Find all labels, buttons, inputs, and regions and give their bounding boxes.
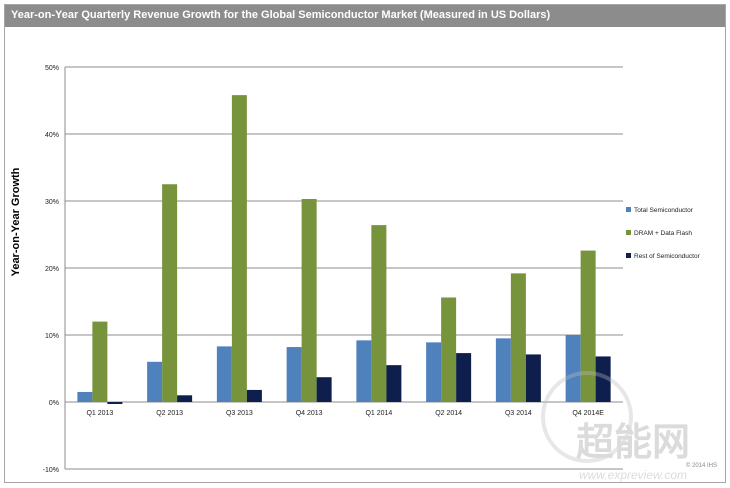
footnote: © 2014 IHS — [686, 462, 717, 469]
y-tick-label: 0% — [49, 400, 59, 407]
y-tick-label: 30% — [45, 199, 59, 206]
bar-dram-data-flash — [510, 273, 526, 402]
bar-total-semiconductor — [356, 340, 372, 402]
x-tick-label: Q3 2013 — [226, 410, 253, 417]
bar-dram-data-flash — [231, 95, 247, 402]
x-tick-label: Q1 2014 — [365, 410, 392, 417]
bar-total-semiconductor — [77, 391, 93, 402]
bar-total-semiconductor — [147, 361, 163, 402]
bar-total-semiconductor — [495, 338, 511, 402]
bar-rest-of-semiconductor — [525, 354, 541, 402]
bar-rest-of-semiconductor — [316, 377, 332, 402]
bar-rest-of-semiconductor — [456, 353, 472, 402]
chart-title: Year-on-Year Quarterly Revenue Growth fo… — [11, 9, 551, 21]
bar-dram-data-flash — [371, 225, 387, 402]
x-tick-label: Q3 2014 — [505, 410, 532, 417]
bar-rest-of-semiconductor — [595, 356, 611, 402]
x-tick-label: Q1 2013 — [86, 410, 113, 417]
bar-rest-of-semiconductor — [386, 365, 402, 402]
bar-total-semiconductor — [216, 346, 232, 402]
watermark-logo: 超能网 — [576, 422, 690, 464]
y-tick-label: 10% — [45, 333, 59, 340]
x-axis-ticks: Q1 2013 Q2 2013 Q3 2013 Q4 2013 Q1 2014 Q2 20… — [86, 410, 604, 417]
bar-total-semiconductor — [286, 347, 302, 402]
chart-frame: Year-on-Year Quarterly Revenue Growth fo… — [4, 4, 726, 483]
bar-dram-data-flash — [92, 321, 108, 402]
legend-swatch — [626, 253, 631, 258]
bar-rest-of-semiconductor — [246, 389, 262, 402]
x-tick-label: Q2 2013 — [156, 410, 183, 417]
grid-lines — [64, 66, 623, 470]
y-tick-label: 20% — [45, 266, 59, 273]
bar-total-semiconductor — [565, 335, 581, 402]
y-axis-label: Year-on-Year Growth — [10, 167, 22, 276]
watermark-url: www.expreview.com — [579, 468, 687, 482]
bar-dram-data-flash — [301, 198, 317, 402]
x-tick-label: Q4 2013 — [296, 410, 323, 417]
x-tick-label: Q2 2014 — [435, 410, 462, 417]
bar-dram-data-flash — [580, 250, 596, 402]
watermark-dial — [541, 371, 633, 463]
chart-svg: -10% 0% 10% 20% 30% 40% 50% Q1 2013 Q2 2013 Q3 2… — [10, 65, 717, 482]
legend-swatch — [626, 207, 631, 212]
bar-rest-of-semiconductor — [177, 395, 193, 402]
y-axis-ticks: -10% 0% 10% 20% 30% 40% 50% — [43, 65, 59, 474]
bar-rest-of-semiconductor — [107, 402, 123, 405]
legend-label: DRAM + Data Flash — [634, 230, 692, 237]
bar-dram-data-flash — [162, 184, 178, 402]
legend-swatch — [626, 230, 631, 235]
legend: Total Semiconductor DRAM + Data Flash Rest… — [626, 207, 701, 260]
x-tick-label: Q4 2014E — [572, 410, 604, 417]
y-tick-label: 40% — [45, 132, 59, 139]
bar-total-semiconductor — [426, 342, 442, 402]
y-tick-label: 50% — [45, 65, 59, 72]
bar-group — [77, 95, 611, 405]
watermark: 超能网 www.expreview.com — [541, 371, 690, 482]
legend-label: Rest of Semiconductor — [634, 253, 701, 260]
y-tick-label: -10% — [43, 467, 59, 474]
legend-label: Total Semiconductor — [634, 207, 694, 214]
bar-dram-data-flash — [441, 297, 457, 402]
chart-title-bar: Year-on-Year Quarterly Revenue Growth fo… — [5, 5, 725, 27]
